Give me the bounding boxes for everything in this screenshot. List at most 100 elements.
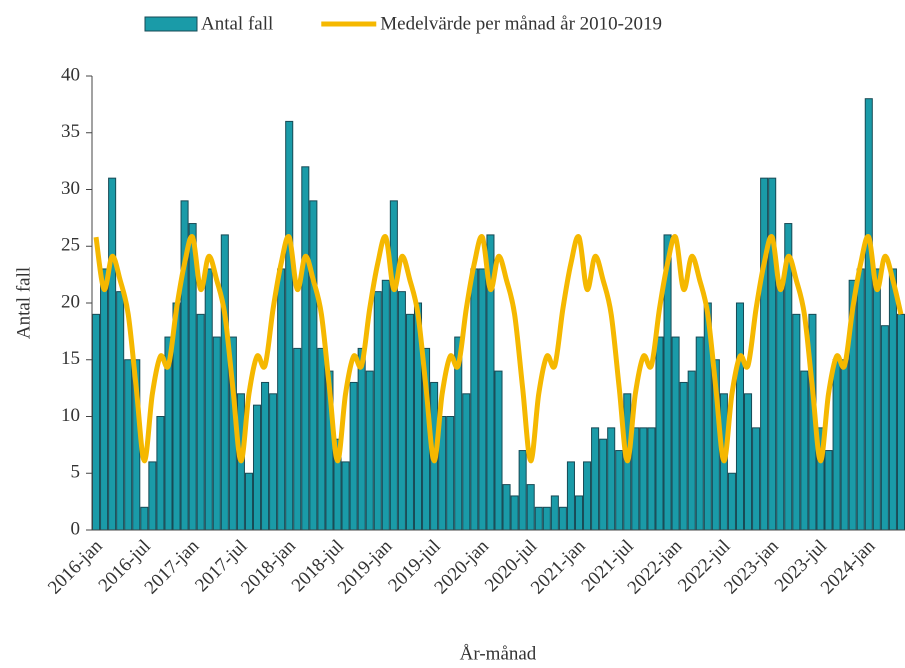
bar <box>277 268 286 531</box>
bar <box>341 461 350 531</box>
x-axis-title: År-månad <box>460 643 537 664</box>
bar <box>285 120 294 531</box>
x-tick-label: 2021-jan <box>527 535 590 598</box>
bar <box>405 313 414 531</box>
bar <box>518 450 527 531</box>
y-tick-label: 0 <box>71 518 81 539</box>
bar <box>196 313 205 531</box>
bar <box>880 325 889 531</box>
bar <box>317 347 326 531</box>
bar <box>502 484 511 531</box>
bar <box>534 506 543 531</box>
bar <box>599 438 608 531</box>
bar <box>244 472 253 531</box>
bar <box>397 291 406 531</box>
bar <box>583 461 592 531</box>
bar <box>768 177 777 531</box>
y-tick-label: 15 <box>61 348 80 369</box>
bar <box>872 268 881 531</box>
bar <box>896 313 905 531</box>
bar <box>462 393 471 531</box>
y-tick-label: 30 <box>61 178 80 199</box>
x-tick-label: 2019-jan <box>334 535 397 598</box>
bar <box>607 427 616 531</box>
bar <box>591 427 600 531</box>
bar <box>744 393 753 531</box>
bar <box>309 200 318 531</box>
legend-label: Medelvärde per månad år 2010-2019 <box>380 13 662 34</box>
bar <box>293 347 302 531</box>
y-axis-title: Antal fall <box>13 267 34 339</box>
bar <box>470 268 479 531</box>
y-tick-label: 25 <box>61 235 80 256</box>
bar <box>800 370 809 531</box>
bar <box>824 450 833 531</box>
y-tick-label: 10 <box>61 405 80 426</box>
line <box>93 234 904 464</box>
bar <box>301 166 310 531</box>
bar <box>655 336 664 531</box>
bar <box>864 98 873 531</box>
bar <box>124 359 133 531</box>
bar <box>615 450 624 531</box>
bar <box>204 268 213 531</box>
bar <box>212 336 221 531</box>
bar <box>373 291 382 531</box>
bar <box>92 313 101 531</box>
legend-label: Antal fall <box>201 13 273 34</box>
bar <box>752 427 761 531</box>
bar <box>261 381 270 531</box>
bar <box>365 370 374 531</box>
y-tick-label: 40 <box>61 64 80 85</box>
bar <box>687 370 696 531</box>
bar <box>510 495 519 531</box>
bar <box>494 370 503 531</box>
bar <box>647 427 656 531</box>
bar <box>140 506 149 531</box>
bar <box>695 336 704 531</box>
bar <box>389 200 398 531</box>
y-tick-label: 5 <box>71 462 81 483</box>
bar <box>156 416 165 531</box>
legend-swatch <box>144 16 198 32</box>
bar <box>446 416 455 531</box>
bar <box>349 381 358 531</box>
bar <box>760 177 769 531</box>
bar <box>856 268 865 531</box>
bar <box>566 461 575 531</box>
bar <box>639 427 648 531</box>
bar <box>550 495 559 531</box>
bar <box>832 359 841 531</box>
bar <box>776 279 785 531</box>
bar <box>108 177 117 531</box>
x-tick-label: 2016-jan <box>44 535 107 598</box>
bar <box>220 234 229 531</box>
x-tick-label: 2018-jan <box>237 535 300 598</box>
bar <box>526 484 535 531</box>
x-tick-label: 2024-jan <box>817 535 880 598</box>
x-tick-label: 2023-jan <box>720 535 783 598</box>
bar <box>679 381 688 531</box>
bar <box>735 302 745 531</box>
x-tick-label: 2022-jan <box>624 535 687 598</box>
x-tick-label: 2020-jan <box>430 535 493 598</box>
bar <box>116 291 125 531</box>
bar <box>558 506 567 531</box>
bar <box>888 268 897 531</box>
y-tick-label: 20 <box>61 291 80 312</box>
bar <box>574 495 584 531</box>
bar <box>357 347 366 531</box>
bar <box>671 336 680 531</box>
bar <box>727 472 736 531</box>
bar <box>792 313 801 531</box>
bar <box>478 268 487 531</box>
x-tick-label: 2017-jan <box>141 535 204 598</box>
bar <box>840 359 849 531</box>
bar <box>542 506 551 531</box>
bar <box>269 393 278 531</box>
bar <box>252 404 262 531</box>
bar <box>148 461 157 531</box>
bar <box>100 268 109 531</box>
